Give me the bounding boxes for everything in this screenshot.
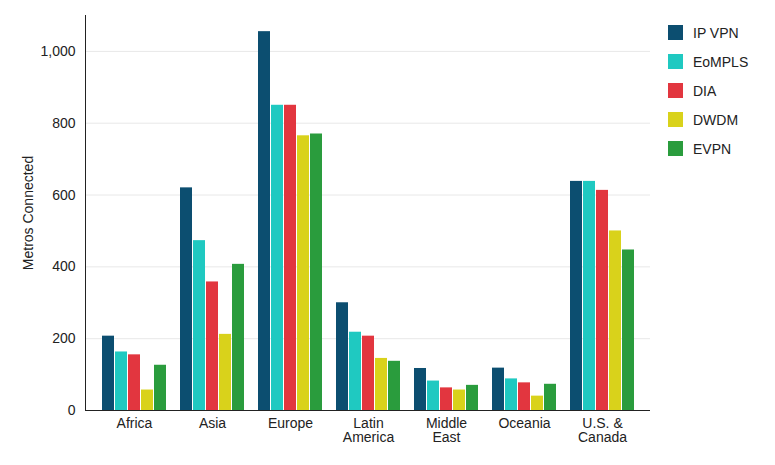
svg-text:Metros Connected: Metros Connected bbox=[20, 156, 36, 270]
svg-text:800: 800 bbox=[52, 115, 76, 131]
svg-text:MiddleEast: MiddleEast bbox=[426, 415, 467, 445]
svg-text:U.S. &Canada: U.S. &Canada bbox=[578, 415, 627, 445]
svg-text:200: 200 bbox=[52, 330, 76, 346]
svg-text:Oceania: Oceania bbox=[498, 415, 550, 431]
svg-text:Africa: Africa bbox=[117, 415, 153, 431]
svg-text:1,000: 1,000 bbox=[40, 43, 75, 59]
html-text:DIA: DIA bbox=[693, 82, 717, 99]
html-text:EoMPLS: EoMPLS bbox=[693, 53, 749, 70]
svg-text:Asia: Asia bbox=[199, 415, 226, 431]
html-text:DWDM: DWDM bbox=[693, 111, 739, 128]
svg-text:400: 400 bbox=[52, 258, 76, 274]
svg-text:0: 0 bbox=[68, 402, 76, 418]
html-text:EVPN: EVPN bbox=[693, 140, 732, 157]
svg-text:600: 600 bbox=[52, 187, 76, 203]
svg-text:Europe: Europe bbox=[268, 415, 313, 431]
svg-text:LatinAmerica: LatinAmerica bbox=[343, 415, 395, 445]
html-text:IP VPN: IP VPN bbox=[693, 24, 739, 41]
